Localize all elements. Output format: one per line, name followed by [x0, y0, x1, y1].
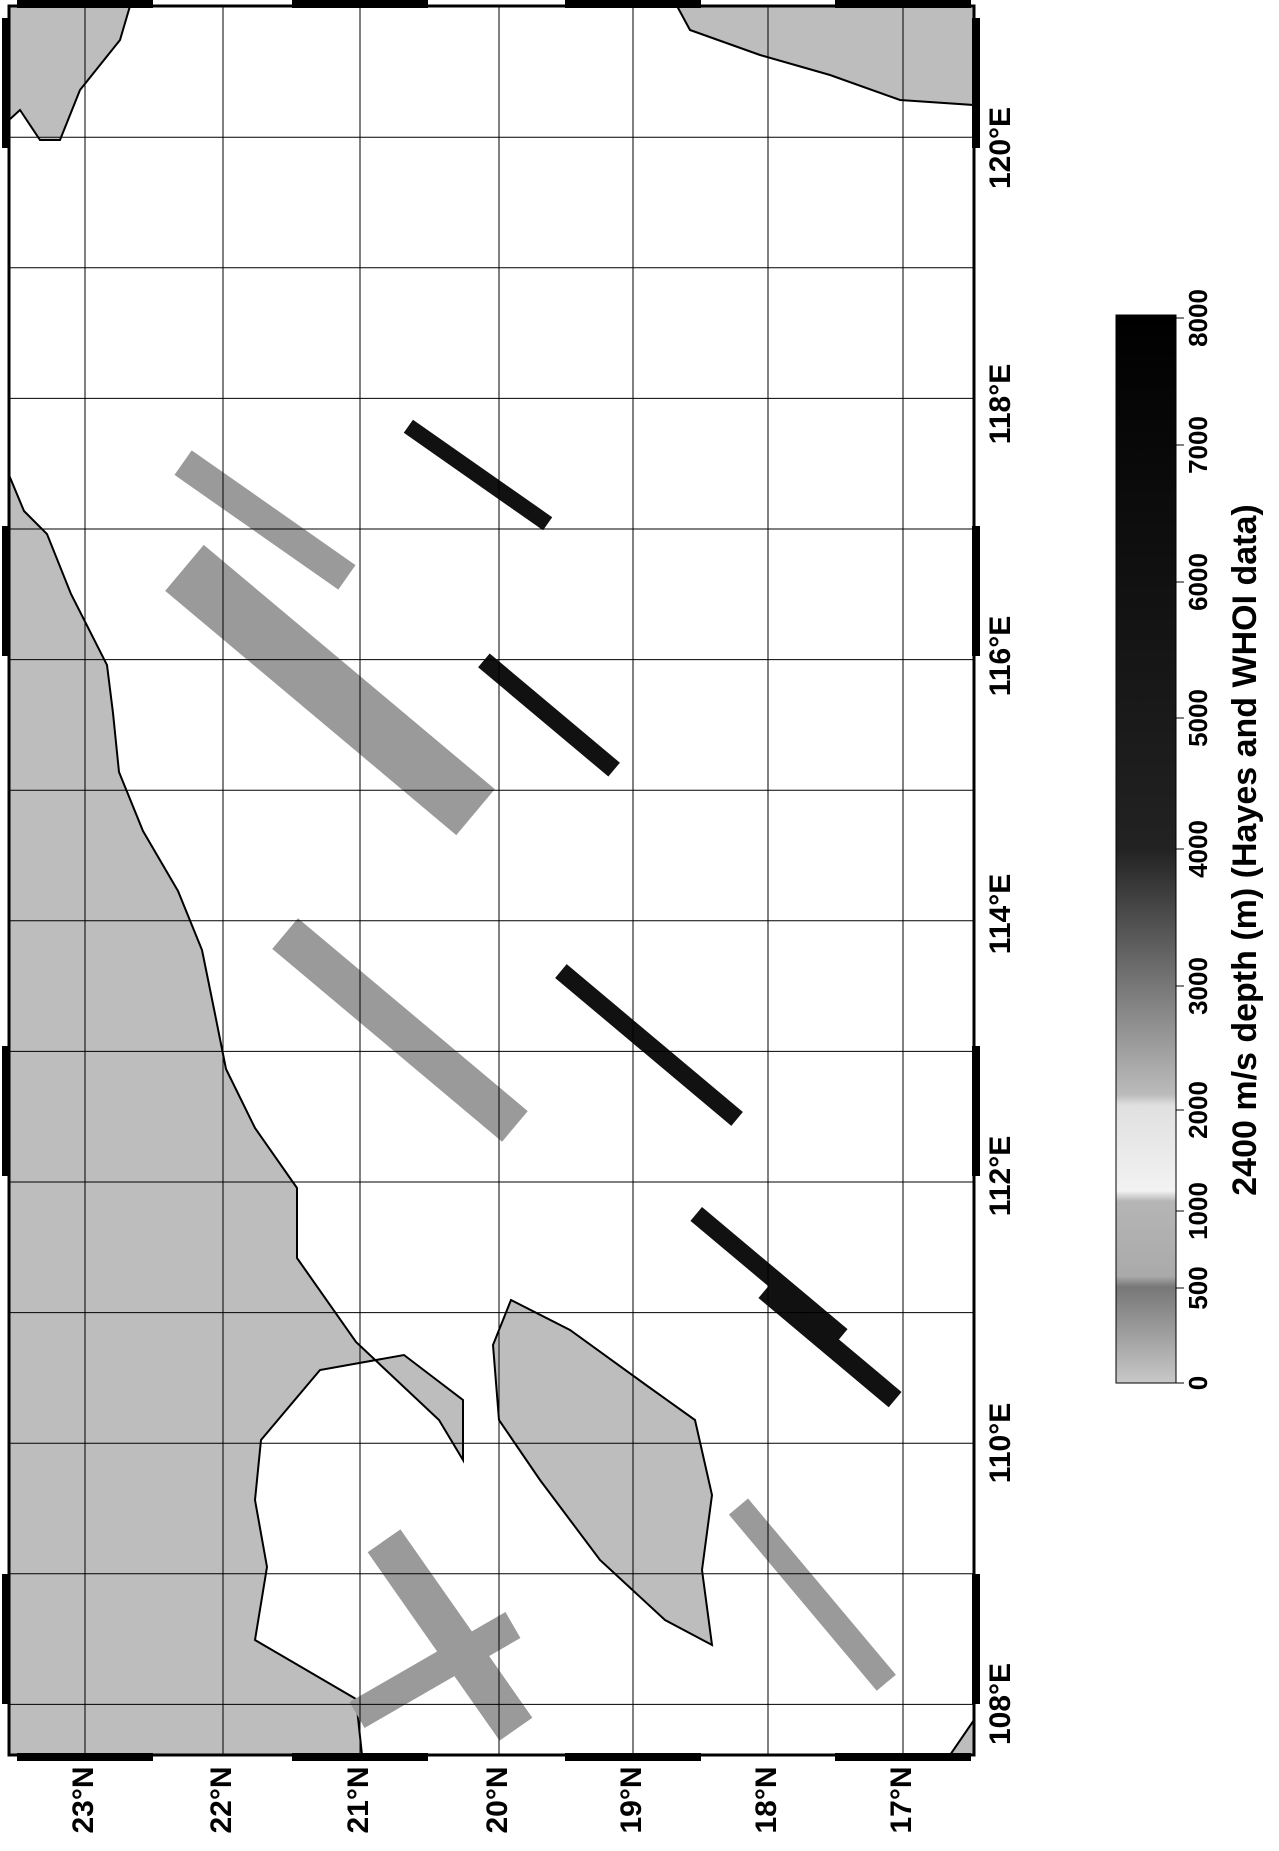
- sounding-track: [174, 450, 356, 590]
- latitude-label: 19°N: [615, 1766, 648, 1833]
- longitude-label: 112°E: [984, 1136, 1017, 1216]
- longitude-label: 118°E: [984, 364, 1017, 444]
- sounding-track: [728, 1498, 896, 1691]
- colorbar-tick-label: 8000: [1183, 289, 1213, 347]
- frame-bar: [2, 1574, 10, 1704]
- frame-bar: [565, 0, 701, 8]
- sounding-track: [165, 544, 495, 836]
- mainland: [8, 6, 464, 1756]
- colorbar-title: 2400 m/s depth (m) (Hayes and WHOI data): [1226, 504, 1264, 1196]
- sounding-track: [349, 1612, 521, 1728]
- sounding-track: [403, 419, 553, 531]
- latitude-label: 20°N: [481, 1766, 514, 1833]
- colorbar-tick-label: 7000: [1183, 416, 1213, 474]
- longitude-label: 120°E: [984, 107, 1017, 189]
- colorbar-tick-label: 500: [1183, 1266, 1213, 1309]
- sounding-track: [555, 964, 743, 1126]
- frame-bar: [292, 0, 428, 8]
- frame-bar: [2, 1046, 10, 1176]
- frame-bar: [2, 526, 10, 656]
- frame-bar: [565, 1753, 701, 1761]
- colorbar-scale: [1115, 314, 1177, 1384]
- colorbar-tick-label: 6000: [1183, 553, 1213, 611]
- latitude-label: 22°N: [205, 1766, 238, 1833]
- latitude-label: 18°N: [750, 1766, 783, 1833]
- latitude-label: 23°N: [67, 1766, 100, 1833]
- colorbar-tick-label: 2000: [1183, 1081, 1213, 1139]
- longitude-label: 114°E: [984, 874, 1017, 954]
- sounding-track: [272, 918, 528, 1142]
- map: [2, 0, 980, 1761]
- depth-soundings: [165, 419, 902, 1741]
- colorbar-tick-label: 0: [1183, 1376, 1213, 1390]
- map-frame: [7, 4, 976, 1757]
- sounding-track: [367, 1529, 533, 1741]
- frame-bar: [17, 0, 153, 8]
- frame-bar: [835, 0, 971, 8]
- frame-bar: [972, 1046, 980, 1176]
- frame-bar: [972, 18, 980, 148]
- longitude-label: 110°E: [984, 1403, 1017, 1483]
- sounding-track: [690, 1207, 848, 1343]
- frame-bar: [835, 1753, 971, 1761]
- axis-labels: 23°N 22°N 21°N 20°N 19°N 18°N 17°N 108°E 110°E 11…: [67, 107, 1017, 1834]
- longitude-label: 108°E: [984, 1663, 1017, 1745]
- latitude-label: 21°N: [342, 1766, 375, 1833]
- colorbar-tick-label: 1000: [1183, 1182, 1213, 1240]
- frame-bar: [2, 18, 10, 148]
- frame-bar: [972, 526, 980, 656]
- taiwan-island: [8, 5, 132, 141]
- colorbar-tick-label: 4000: [1183, 820, 1213, 878]
- latitude-label: 17°N: [885, 1766, 918, 1833]
- colorbar: 2400 m/s depth (m) (Hayes and WHOI data)…: [1115, 289, 1264, 1390]
- colorbar-tick-label: 3000: [1183, 957, 1213, 1015]
- frame-bar: [972, 1574, 980, 1704]
- frame-bar: [292, 1753, 428, 1761]
- sounding-track: [478, 653, 620, 777]
- colorbar-tick-label: 5000: [1183, 689, 1213, 747]
- frame-bar: [17, 1753, 153, 1761]
- sounding-track: [758, 1282, 902, 1408]
- longitude-label: 116°E: [984, 616, 1017, 696]
